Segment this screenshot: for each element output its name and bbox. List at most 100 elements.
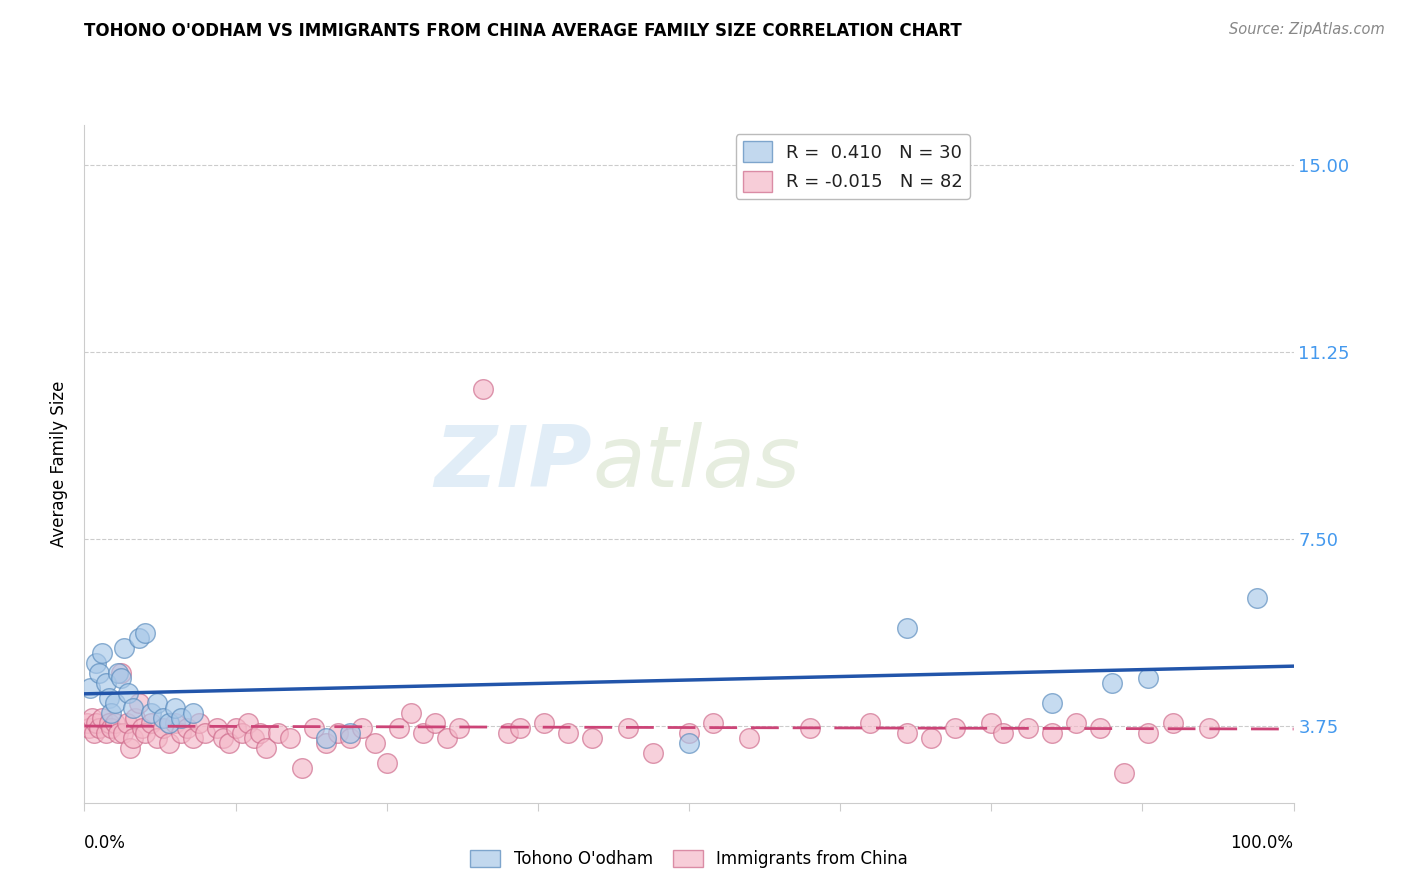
Point	[920, 731, 942, 745]
Point	[131, 721, 153, 735]
Point	[104, 696, 127, 710]
Point	[104, 716, 127, 731]
Point	[128, 632, 150, 646]
Point	[207, 721, 229, 735]
Point	[249, 726, 271, 740]
Point	[617, 721, 640, 735]
Point	[231, 726, 253, 740]
Text: ZIP: ZIP	[434, 422, 592, 506]
Point	[423, 716, 446, 731]
Point	[128, 696, 150, 710]
Point	[100, 706, 122, 720]
Point	[472, 382, 495, 396]
Point	[678, 736, 700, 750]
Point	[388, 721, 411, 735]
Point	[302, 721, 325, 735]
Point	[225, 721, 247, 735]
Point	[509, 721, 531, 735]
Point	[181, 706, 204, 720]
Point	[641, 746, 664, 760]
Point	[218, 736, 240, 750]
Point	[291, 761, 314, 775]
Point	[120, 741, 142, 756]
Point	[533, 716, 555, 731]
Point	[134, 626, 156, 640]
Point	[315, 736, 337, 750]
Y-axis label: Average Family Size: Average Family Size	[51, 381, 69, 547]
Text: atlas: atlas	[592, 422, 800, 506]
Point	[1101, 676, 1123, 690]
Point	[152, 711, 174, 725]
Point	[79, 681, 101, 695]
Point	[194, 726, 217, 740]
Point	[112, 726, 135, 740]
Point	[124, 711, 146, 725]
Point	[1040, 696, 1063, 710]
Point	[254, 741, 277, 756]
Point	[80, 711, 103, 725]
Point	[107, 666, 129, 681]
Point	[1198, 721, 1220, 735]
Point	[121, 701, 143, 715]
Point	[328, 726, 350, 740]
Point	[121, 731, 143, 745]
Text: 0.0%: 0.0%	[84, 834, 127, 852]
Text: 100.0%: 100.0%	[1230, 834, 1294, 852]
Point	[152, 721, 174, 735]
Point	[117, 686, 139, 700]
Point	[242, 731, 264, 745]
Point	[267, 726, 290, 740]
Point	[134, 726, 156, 740]
Point	[146, 731, 169, 745]
Point	[110, 671, 132, 685]
Point	[557, 726, 579, 740]
Point	[83, 726, 105, 740]
Point	[86, 716, 108, 731]
Point	[77, 721, 100, 735]
Point	[87, 666, 110, 681]
Point	[363, 736, 385, 750]
Point	[139, 716, 162, 731]
Point	[1064, 716, 1087, 731]
Text: TOHONO O'ODHAM VS IMMIGRANTS FROM CHINA AVERAGE FAMILY SIZE CORRELATION CHART: TOHONO O'ODHAM VS IMMIGRANTS FROM CHINA …	[84, 22, 962, 40]
Point	[896, 726, 918, 740]
Point	[165, 716, 187, 731]
Point	[339, 731, 361, 745]
Point	[91, 711, 114, 725]
Point	[896, 621, 918, 635]
Point	[352, 721, 374, 735]
Point	[980, 716, 1002, 731]
Point	[1017, 721, 1039, 735]
Point	[181, 731, 204, 745]
Text: Source: ZipAtlas.com: Source: ZipAtlas.com	[1229, 22, 1385, 37]
Point	[1161, 716, 1184, 731]
Point	[86, 657, 108, 671]
Point	[339, 726, 361, 740]
Point	[412, 726, 434, 740]
Point	[1088, 721, 1111, 735]
Point	[799, 721, 821, 735]
Point	[165, 701, 187, 715]
Point	[91, 646, 114, 660]
Point	[212, 731, 235, 745]
Point	[993, 726, 1015, 740]
Point	[87, 721, 110, 735]
Point	[110, 666, 132, 681]
Point	[97, 716, 120, 731]
Point	[581, 731, 603, 745]
Point	[157, 736, 180, 750]
Point	[176, 721, 198, 735]
Point	[115, 716, 138, 731]
Point	[100, 721, 122, 735]
Point	[1040, 726, 1063, 740]
Point	[278, 731, 301, 745]
Point	[112, 641, 135, 656]
Point	[1114, 765, 1136, 780]
Point	[97, 691, 120, 706]
Point	[702, 716, 724, 731]
Legend: Tohono O'odham, Immigrants from China: Tohono O'odham, Immigrants from China	[464, 843, 914, 875]
Legend: R =  0.410   N = 30, R = -0.015   N = 82: R = 0.410 N = 30, R = -0.015 N = 82	[735, 134, 970, 199]
Point	[315, 731, 337, 745]
Point	[76, 716, 98, 731]
Point	[1137, 726, 1160, 740]
